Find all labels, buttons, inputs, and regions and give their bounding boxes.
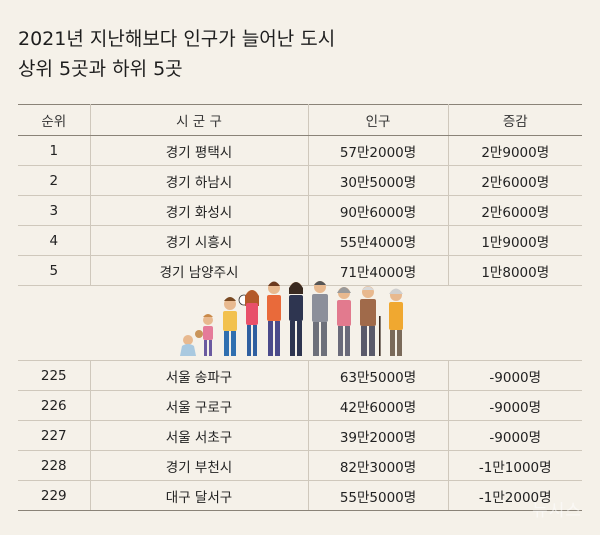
- cell-population: 71만4000명: [307, 255, 448, 286]
- cell-change: 2만6000명: [447, 195, 582, 226]
- cell-rank: 4: [18, 225, 90, 256]
- cell-change: -1만2000명: [447, 480, 582, 511]
- title-line-2: 상위 5곳과 하위 5곳: [18, 58, 183, 80]
- old-woman-figure: [389, 288, 403, 356]
- cell-change: -9000명: [447, 390, 582, 421]
- cell-population: 63만5000명: [307, 360, 448, 391]
- cell-population: 55만5000명: [307, 480, 448, 511]
- title-line-1: 2021년 지난해보다 인구가 늘어난 도시: [18, 28, 336, 50]
- cell-population: 39만2000명: [307, 420, 448, 451]
- cell-rank: 227: [18, 420, 90, 451]
- cell-rank: 228: [18, 450, 90, 481]
- cell-city: 경기 부천시: [89, 450, 308, 481]
- old-man-figure: [360, 286, 381, 356]
- man-figure: [312, 281, 328, 356]
- cell-population: 90만6000명: [307, 195, 448, 226]
- header-rank: 순위: [18, 104, 90, 136]
- cell-rank: 5: [18, 255, 90, 286]
- cell-rank: 229: [18, 480, 90, 511]
- bottom-five-table: 225 서울 송파구 63만5000명 -9000명 226 서울 구로구 42…: [18, 360, 582, 511]
- child-figure: [223, 294, 250, 356]
- cell-change: -9000명: [447, 360, 582, 391]
- table-row: 225 서울 송파구 63만5000명 -9000명: [18, 360, 582, 391]
- top-five-table: 순위 시 군 구 인구 증감 1 경기 평택시 57만2000명 2만9000명…: [18, 104, 582, 286]
- people-generations-illustration: [180, 281, 403, 356]
- table-row: 228 경기 부천시 82만3000명 -1만1000명: [18, 450, 582, 481]
- cell-city: 경기 평택시: [89, 135, 308, 166]
- header-population: 인구: [307, 104, 448, 136]
- cell-change: 2만6000명: [447, 165, 582, 196]
- cell-population: 82만3000명: [307, 450, 448, 481]
- toddler-figure: [195, 314, 213, 356]
- cell-change: -9000명: [447, 420, 582, 451]
- cell-rank: 225: [18, 360, 90, 391]
- cell-city: 경기 하남시: [89, 165, 308, 196]
- cell-rank: 226: [18, 390, 90, 421]
- cell-city: 경기 시흥시: [89, 225, 308, 256]
- table-header-row: 순위 시 군 구 인구 증감: [18, 104, 582, 136]
- baby-figure: [180, 335, 196, 356]
- header-city: 시 군 구: [89, 104, 308, 136]
- cell-change: 2만9000명: [447, 135, 582, 166]
- cell-change: 1만9000명: [447, 225, 582, 256]
- watermark: 뉴시스: [532, 501, 582, 521]
- table-row: 3 경기 화성시 90만6000명 2만6000명: [18, 195, 582, 226]
- teen-figure: [245, 290, 259, 356]
- page-title: 2021년 지난해보다 인구가 늘어난 도시 상위 5곳과 하위 5곳: [18, 24, 335, 84]
- table-row: 2 경기 하남시 30만5000명 2만6000명: [18, 165, 582, 196]
- cell-change: 1만8000명: [447, 255, 582, 286]
- table-row: 4 경기 시흥시 55만4000명 1만9000명: [18, 225, 582, 256]
- cell-rank: 3: [18, 195, 90, 226]
- cell-population: 55만4000명: [307, 225, 448, 256]
- cell-city: 서울 서초구: [89, 420, 308, 451]
- table-row: 227 서울 서초구 39만2000명 -9000명: [18, 420, 582, 451]
- cell-change: -1만1000명: [447, 450, 582, 481]
- table-row: 5 경기 남양주시 71만4000명 1만8000명: [18, 255, 582, 286]
- cell-city: 서울 구로구: [89, 390, 308, 421]
- cell-city: 경기 남양주시: [89, 255, 308, 286]
- header-change: 증감: [447, 104, 582, 136]
- table-row: 229 대구 달서구 55만5000명 -1만2000명: [18, 480, 582, 511]
- table-row: 1 경기 평택시 57만2000명 2만9000명: [18, 135, 582, 166]
- cell-population: 42만6000명: [307, 390, 448, 421]
- cell-city: 경기 화성시: [89, 195, 308, 226]
- cell-city: 서울 송파구: [89, 360, 308, 391]
- cell-population: 57만2000명: [307, 135, 448, 166]
- cell-rank: 2: [18, 165, 90, 196]
- cell-city: 대구 달서구: [89, 480, 308, 511]
- cell-rank: 1: [18, 135, 90, 166]
- woman-figure: [289, 282, 303, 356]
- young-man-figure: [267, 281, 281, 356]
- table-row: 226 서울 구로구 42만6000명 -9000명: [18, 390, 582, 421]
- cell-population: 30만5000명: [307, 165, 448, 196]
- older-woman-figure: [337, 287, 351, 356]
